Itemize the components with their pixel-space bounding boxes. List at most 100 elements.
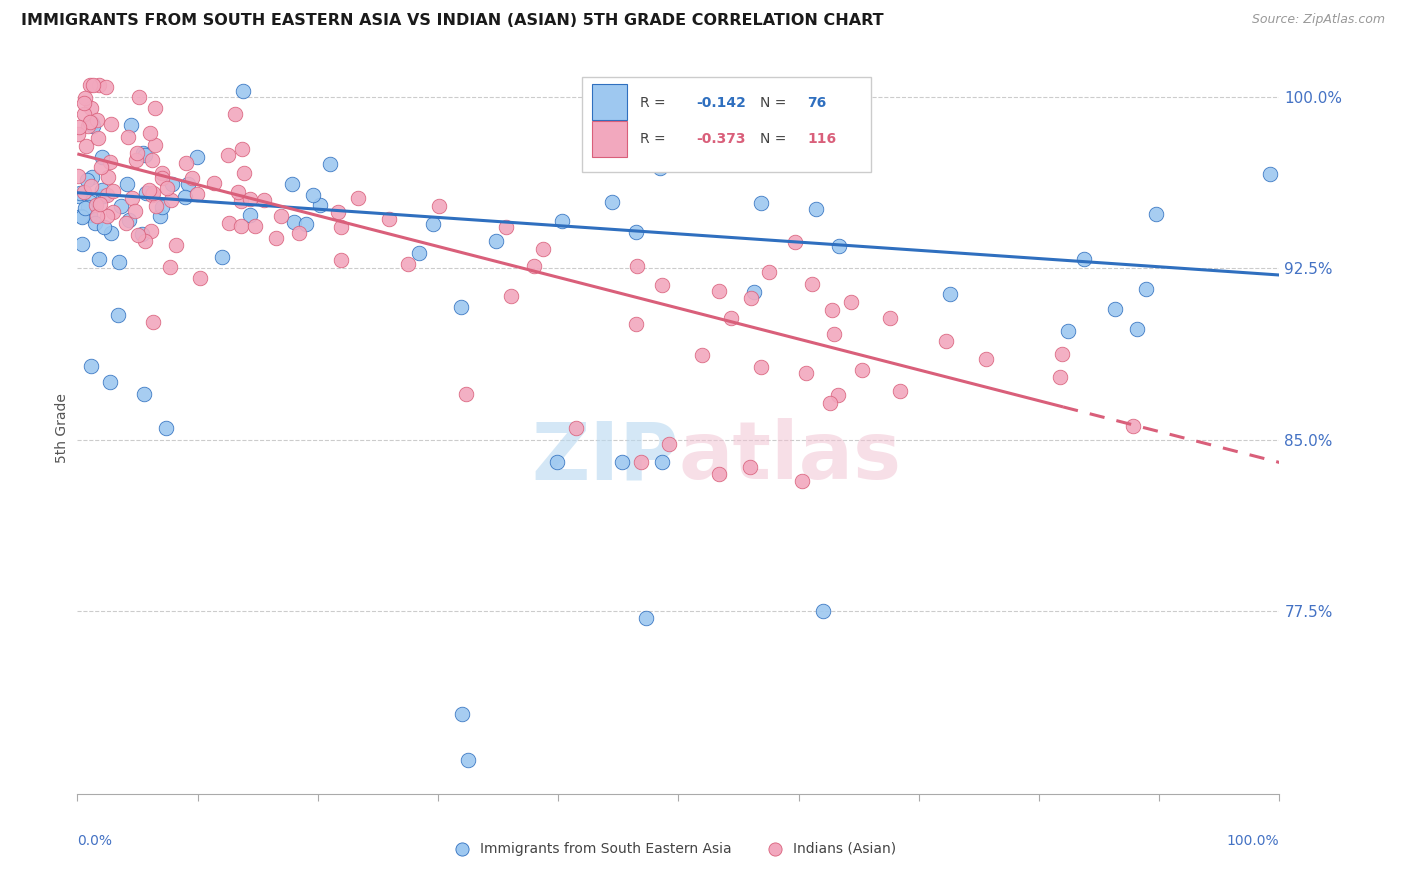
Text: -0.373: -0.373 [696,132,747,146]
Point [879,310,901,325]
Point [485,234,508,248]
Point [84,198,107,212]
Point [73,106,96,120]
Point [142,186,165,201]
Point [107,308,129,322]
Point [188,271,211,285]
Point [232,166,254,180]
Point [79,209,101,223]
Point [610,455,633,469]
Point [79,114,101,128]
Point [1135,282,1157,296]
Point [231,219,253,233]
Point [740,291,762,305]
Point [67,120,90,135]
Point [565,421,588,435]
Point [94,79,117,94]
Point [73,185,96,199]
Point [624,318,647,332]
Point [120,118,142,132]
Point [186,186,208,201]
Point [454,387,477,401]
Point [720,311,742,326]
Point [935,334,957,348]
Point [319,157,342,171]
Point [135,186,157,201]
Point [851,363,873,377]
Point [396,257,419,271]
Point [77,200,100,214]
Point [174,190,197,204]
Point [143,101,166,115]
Point [96,188,118,202]
Point [70,236,93,251]
Point [142,315,165,329]
Text: Indians (Asian): Indians (Asian) [793,842,896,855]
Point [451,706,474,721]
Point [186,150,208,164]
Point [818,395,841,409]
Point [288,227,311,241]
Point [1104,301,1126,316]
Point [76,173,98,187]
Point [211,251,233,265]
Point [77,119,100,133]
Point [1122,418,1144,433]
Point [690,348,713,362]
Point [658,437,681,451]
Text: Immigrants from South Eastern Asia: Immigrants from South Eastern Asia [479,842,731,855]
Point [141,187,163,202]
Point [149,210,172,224]
Text: 0.0%: 0.0% [77,834,112,848]
Point [1258,167,1281,181]
Point [159,260,181,274]
Point [80,101,103,115]
Text: -0.142: -0.142 [696,95,747,110]
Point [87,78,110,93]
Point [86,209,108,223]
Point [82,120,104,134]
Y-axis label: 5th Grade: 5th Grade [55,393,69,463]
Point [121,191,143,205]
Point [100,117,122,131]
Point [624,225,647,239]
FancyBboxPatch shape [582,77,870,172]
Point [86,113,108,128]
Point [281,177,304,191]
Point [110,199,132,213]
Point [827,239,849,253]
Point [66,169,89,184]
Point [138,126,160,140]
Point [115,177,138,191]
Point [73,95,96,110]
Point [134,234,156,248]
Point [75,139,97,153]
Text: R =: R = [640,132,669,146]
Point [150,166,173,180]
Point [302,188,325,202]
Point [758,265,780,279]
Point [224,106,246,120]
Point [651,278,673,293]
Text: ZIP: ZIP [531,418,679,497]
Point [630,455,652,469]
Point [155,421,177,435]
Point [790,474,813,488]
Point [73,91,96,105]
Point [823,327,845,342]
Point [69,186,91,200]
Point [600,195,623,210]
Point [67,189,90,203]
Point [800,277,823,291]
Point [141,153,163,168]
Point [82,78,104,93]
Point [749,359,772,374]
Point [79,78,101,93]
Point [626,259,648,273]
Point [89,197,111,211]
Text: IMMIGRANTS FROM SOUTH EASTERN ASIA VS INDIAN (ASIAN) 5TH GRADE CORRELATION CHART: IMMIGRANTS FROM SOUTH EASTERN ASIA VS IN… [21,13,884,29]
Point [1057,325,1080,339]
Point [707,467,730,481]
Point [794,366,817,380]
Point [231,194,253,209]
